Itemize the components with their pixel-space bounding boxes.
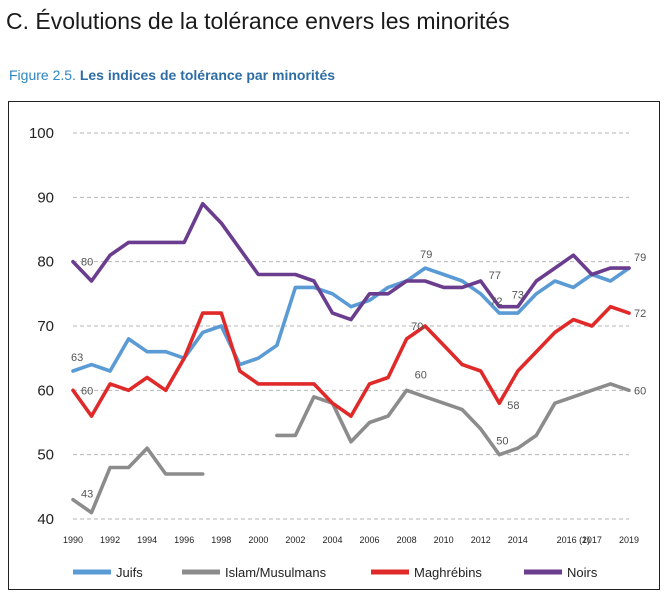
series-line-4	[71, 202, 631, 322]
data-labels: 63 79 72 79 43 60 50 60 60 70 58 72 80 77 73	[71, 249, 646, 501]
data-label: 72	[634, 308, 646, 320]
y-tick-label: 50	[37, 447, 54, 464]
x-axis-ticks: 1990 1992 1994 1996 1998 2000 2002 2004 2006 2008…	[63, 535, 639, 545]
x-tick-label: 2019	[619, 535, 639, 545]
x-tick-label: 2017	[582, 535, 602, 545]
x-tick-label: 2016 (1)	[557, 535, 591, 545]
x-tick-label: 1992	[100, 535, 120, 545]
legend-label: Islam/Musulmans	[225, 565, 327, 580]
data-label: 50	[496, 436, 508, 448]
series-line-1	[71, 266, 631, 373]
x-tick-label: 2008	[397, 535, 417, 545]
x-tick-label: 2006	[360, 535, 380, 545]
x-tick-label: 1996	[174, 535, 194, 545]
y-axis-ticks: 40 50 60 70 80 90 100	[29, 125, 54, 528]
x-tick-label: 2010	[434, 535, 454, 545]
data-label: 70	[411, 321, 423, 333]
y-tick-label: 40	[37, 511, 54, 528]
y-tick-label: 60	[37, 382, 54, 399]
series-lines	[71, 202, 631, 515]
chart-frame	[8, 101, 660, 590]
x-tick-label: 1994	[137, 535, 157, 545]
legend-label: Juifs	[116, 565, 143, 580]
data-label: 72	[490, 296, 502, 308]
x-tick-label: 2014	[508, 535, 528, 545]
data-label: 60	[415, 369, 427, 381]
x-tick-label: 2004	[322, 535, 342, 545]
data-label: 79	[420, 249, 432, 261]
data-label: 73	[512, 290, 524, 302]
x-tick-label: 2002	[285, 535, 305, 545]
x-tick-label: 1998	[211, 535, 231, 545]
series-line-2	[71, 382, 631, 515]
legend: Juifs Islam/Musulmans Maghrébins Noirs	[73, 565, 598, 580]
data-label: 60	[81, 385, 93, 397]
figure-title: Les indices de tolérance par minorités	[79, 67, 336, 83]
legend-label: Noirs	[567, 565, 598, 580]
data-label: 60	[634, 385, 646, 397]
x-tick-label: 1990	[63, 535, 83, 545]
y-tick-label: 90	[37, 189, 54, 206]
data-label: 79	[634, 252, 646, 264]
y-tick-label: 80	[37, 254, 54, 271]
legend-label: Maghrébins	[414, 565, 482, 580]
data-label: 63	[71, 352, 83, 364]
figure-number: Figure 2.5.	[9, 67, 76, 83]
y-tick-label: 70	[37, 318, 54, 335]
data-label: 80	[81, 257, 93, 269]
y-tick-label: 100	[29, 125, 54, 142]
x-tick-label: 2000	[248, 535, 268, 545]
data-label: 77	[489, 270, 501, 282]
section-title: C. Évolutions de la tolérance envers les…	[6, 8, 510, 34]
series-line-3	[71, 304, 631, 418]
figure-caption: Figure 2.5. Les indices de tolérance par…	[9, 67, 335, 83]
x-tick-label: 2012	[471, 535, 491, 545]
data-label: 58	[507, 400, 519, 412]
data-label: 43	[81, 489, 93, 501]
